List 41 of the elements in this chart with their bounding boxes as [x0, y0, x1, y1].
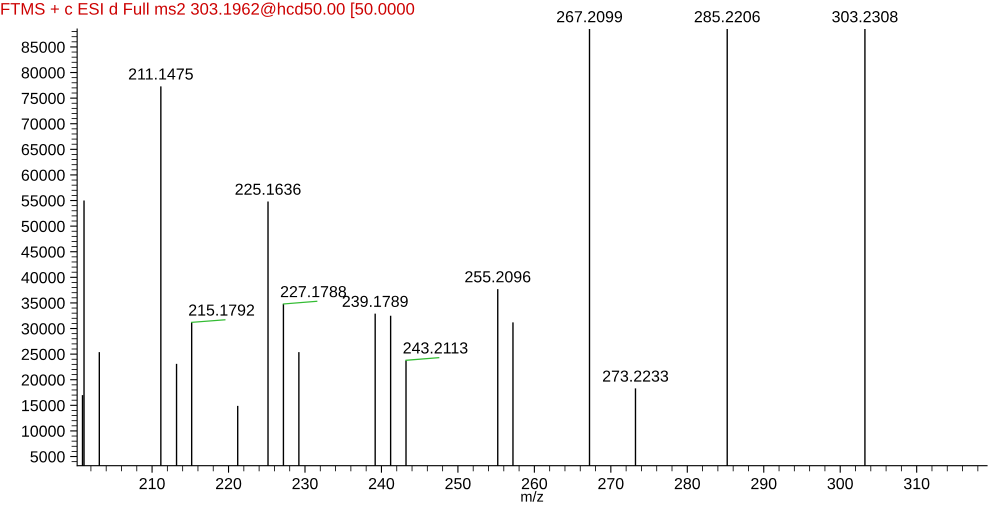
y-tick-label: 40000 [21, 272, 65, 284]
x-tick-label: 230 [292, 478, 318, 490]
x-tick-label: 270 [598, 478, 624, 490]
y-tick-label: 15000 [22, 400, 65, 412]
y-tick-label: 35000 [22, 298, 65, 309]
annotation: 225.1636 [236, 184, 301, 195]
annotation: 243.2113 [404, 342, 468, 354]
annotation: 273.2233 [602, 370, 668, 382]
y-tick-label: 75000 [22, 92, 65, 104]
annotation: 303.2308 [832, 11, 898, 22]
annotation: 267.2099 [557, 11, 622, 22]
x-tick-label: 280 [674, 478, 700, 490]
y-tick-label: 65000 [22, 144, 65, 156]
y-tick-label: 80000 [22, 67, 65, 78]
x-tick-label: 240 [368, 478, 394, 490]
y-tick-label: 50000 [22, 220, 65, 232]
annotation: 255.2096 [465, 271, 530, 282]
y-tick-label: 20000 [22, 374, 65, 386]
y-tick-label: 45000 [21, 246, 65, 258]
annotation: 285.2206 [694, 11, 760, 22]
y-tick-label: 30000 [22, 323, 65, 334]
annotation: 211.1475 [128, 68, 193, 80]
x-tick-label: 250 [445, 478, 471, 490]
x-tick-label: 210 [140, 478, 165, 490]
x-tick-label: 290 [751, 478, 776, 490]
y-tick-label: 60000 [22, 170, 65, 181]
x-tick-label: 300 [828, 478, 853, 490]
annotation: 227.1788 [280, 286, 346, 298]
y-tick-label: 25000 [22, 348, 65, 360]
x-tick-label: 310 [904, 478, 930, 490]
annotation: 239.1789 [342, 296, 408, 308]
y-tick-label: 55000 [22, 195, 65, 206]
y-tick-label: 85000 [22, 42, 65, 53]
x-tick-label: 220 [216, 478, 242, 490]
y-tick-label: 10000 [22, 426, 65, 437]
x-axis-title: m/z [521, 491, 544, 502]
y-tick-label: 5000 [30, 451, 65, 462]
y-tick-label: 70000 [22, 118, 65, 130]
x-tick-label: 260 [522, 478, 548, 490]
chart-title: FTMS + c ESI d Full ms2 303.1962@hcd50.00 [50.0000 [1, 2, 414, 18]
annotation: 215.1792 [189, 304, 254, 316]
